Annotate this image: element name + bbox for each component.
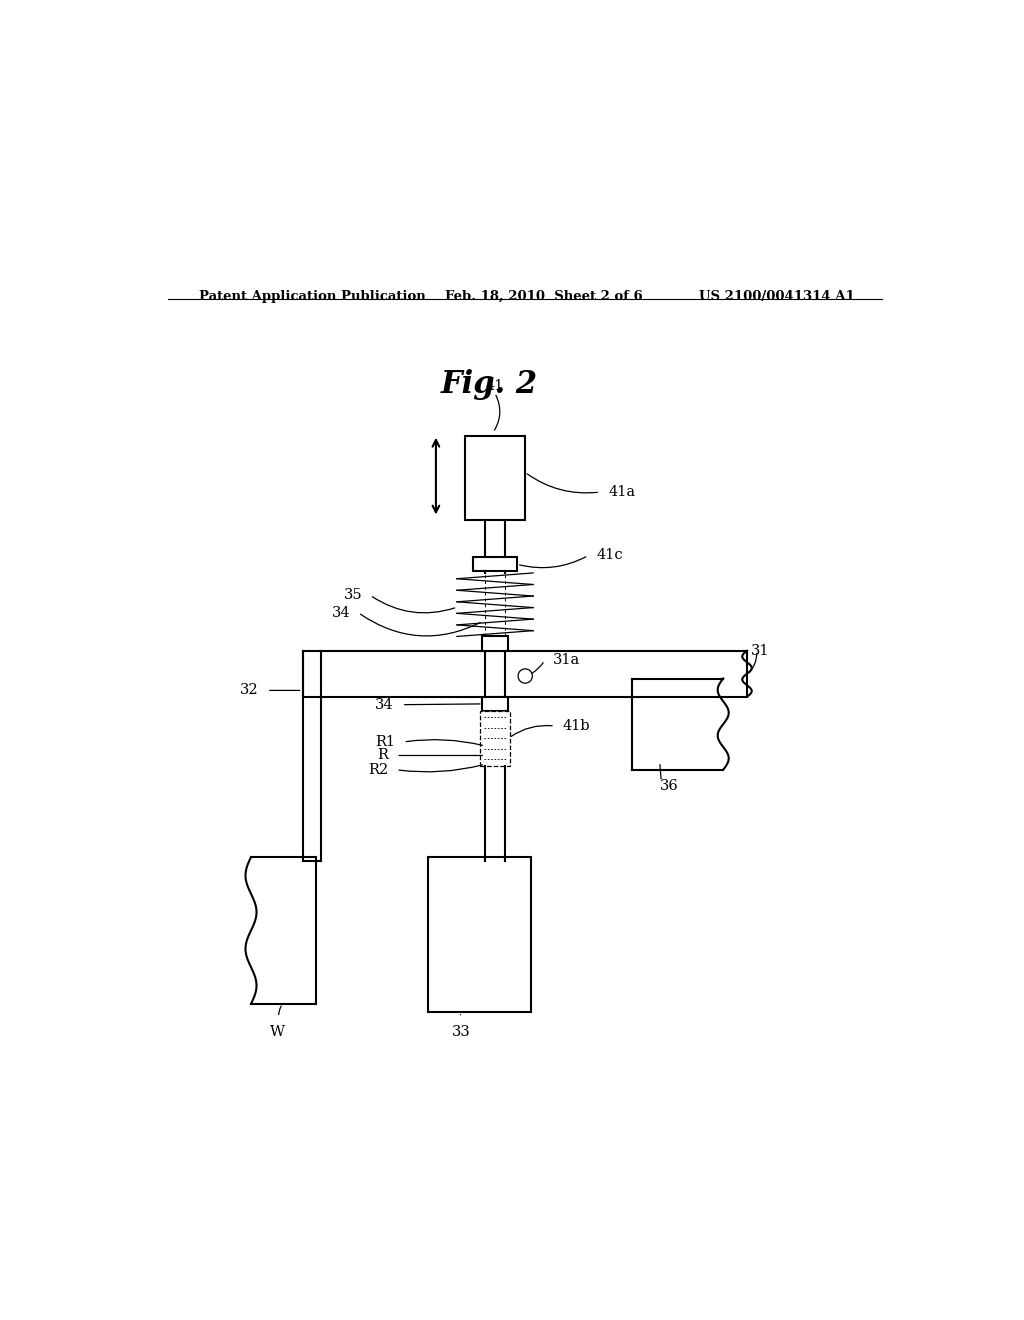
Text: US 2100/0041314 A1: US 2100/0041314 A1 xyxy=(699,289,855,302)
Text: 32: 32 xyxy=(241,684,259,697)
Text: 34: 34 xyxy=(375,698,394,711)
Text: 33: 33 xyxy=(452,1026,471,1039)
Bar xyxy=(473,557,517,572)
Bar xyxy=(303,651,748,697)
Text: 41b: 41b xyxy=(563,719,591,733)
Text: 31: 31 xyxy=(751,644,769,657)
Text: 36: 36 xyxy=(659,779,679,792)
Text: 41c: 41c xyxy=(596,549,623,562)
Bar xyxy=(428,857,531,1012)
Text: Feb. 18, 2010  Sheet 2 of 6: Feb. 18, 2010 Sheet 2 of 6 xyxy=(445,289,643,302)
Bar xyxy=(465,437,524,520)
Text: Fig. 2: Fig. 2 xyxy=(440,370,538,400)
Bar xyxy=(482,697,508,711)
Text: 34: 34 xyxy=(332,606,350,619)
Text: 41: 41 xyxy=(485,379,504,393)
Text: R2: R2 xyxy=(369,763,388,776)
Text: R1: R1 xyxy=(376,735,395,748)
Bar xyxy=(480,711,510,766)
Text: Patent Application Publication: Patent Application Publication xyxy=(200,289,426,302)
Text: 35: 35 xyxy=(343,589,362,602)
Bar xyxy=(482,636,508,651)
Text: 41a: 41a xyxy=(608,484,635,499)
Text: R: R xyxy=(378,748,388,763)
Text: 31a: 31a xyxy=(553,653,580,667)
Text: W: W xyxy=(269,1026,285,1039)
